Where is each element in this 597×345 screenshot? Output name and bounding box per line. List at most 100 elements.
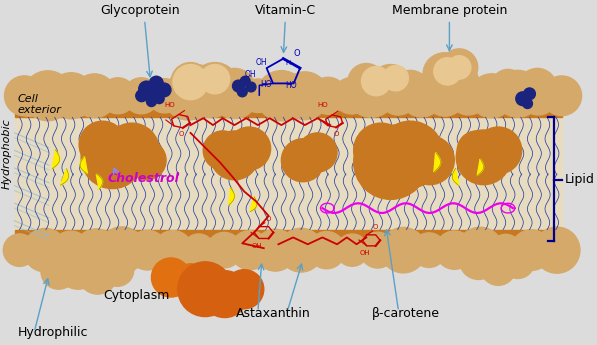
Text: Glycoprotein: Glycoprotein [100, 4, 180, 17]
Circle shape [241, 79, 275, 112]
Circle shape [459, 240, 498, 279]
Text: O: O [266, 216, 271, 222]
Circle shape [173, 65, 208, 100]
Circle shape [279, 228, 323, 272]
Circle shape [423, 53, 466, 96]
Circle shape [490, 234, 522, 266]
Circle shape [189, 74, 233, 118]
Circle shape [381, 227, 426, 273]
Text: OH: OH [244, 70, 256, 79]
Circle shape [153, 230, 193, 270]
Text: Membrane protein: Membrane protein [392, 4, 507, 17]
Text: HO: HO [285, 81, 297, 90]
Circle shape [164, 71, 212, 120]
Circle shape [152, 258, 190, 297]
Circle shape [12, 81, 47, 116]
Text: Lipid: Lipid [565, 173, 595, 186]
Polygon shape [250, 197, 257, 212]
Text: O: O [179, 131, 184, 137]
Circle shape [348, 63, 385, 101]
Circle shape [224, 270, 264, 309]
Circle shape [523, 99, 533, 108]
Circle shape [178, 262, 232, 317]
Polygon shape [60, 169, 69, 185]
Circle shape [241, 76, 250, 86]
Circle shape [281, 72, 329, 120]
Circle shape [356, 78, 393, 114]
Circle shape [346, 67, 396, 117]
Circle shape [353, 125, 428, 199]
Circle shape [157, 83, 171, 97]
Text: Hydrophobic: Hydrophobic [2, 118, 12, 189]
Circle shape [256, 71, 306, 121]
Circle shape [173, 264, 208, 299]
Circle shape [232, 80, 244, 92]
Circle shape [200, 65, 230, 94]
Bar [15, 104, 562, 245]
Circle shape [139, 81, 155, 97]
Text: O: O [294, 49, 300, 58]
Circle shape [360, 232, 396, 268]
Bar [15, 102, 562, 117]
Circle shape [449, 77, 488, 115]
Circle shape [494, 70, 541, 117]
Circle shape [99, 227, 145, 273]
Circle shape [212, 73, 257, 119]
Text: O: O [334, 131, 340, 137]
Polygon shape [453, 168, 458, 186]
Circle shape [171, 62, 210, 102]
Circle shape [48, 73, 94, 119]
Circle shape [542, 76, 581, 116]
Circle shape [516, 92, 530, 106]
Circle shape [379, 77, 417, 115]
Circle shape [361, 67, 391, 96]
Circle shape [450, 67, 479, 96]
Text: H: H [285, 59, 291, 66]
Circle shape [207, 233, 242, 268]
Circle shape [41, 254, 76, 289]
Circle shape [101, 253, 134, 286]
Text: Vitamin-C: Vitamin-C [255, 4, 316, 17]
Circle shape [308, 231, 345, 269]
Circle shape [447, 56, 471, 79]
Circle shape [238, 87, 247, 97]
Circle shape [298, 133, 337, 172]
Circle shape [4, 234, 36, 266]
Circle shape [475, 127, 522, 174]
Circle shape [79, 121, 126, 168]
Circle shape [23, 228, 67, 272]
Circle shape [192, 62, 238, 109]
Polygon shape [434, 152, 441, 172]
Circle shape [230, 230, 269, 270]
Circle shape [310, 77, 347, 114]
Circle shape [281, 139, 324, 182]
Circle shape [127, 141, 166, 180]
Circle shape [210, 131, 259, 180]
Circle shape [519, 77, 558, 115]
Circle shape [100, 78, 136, 114]
Circle shape [384, 146, 427, 189]
Text: Cholestrol: Cholestrol [107, 172, 179, 185]
Polygon shape [229, 188, 235, 205]
Circle shape [441, 49, 478, 86]
Circle shape [203, 131, 242, 170]
Circle shape [149, 90, 160, 102]
Text: Hydrophilic: Hydrophilic [17, 326, 88, 339]
Circle shape [146, 97, 156, 107]
Text: HO: HO [318, 102, 328, 108]
Text: OH: OH [359, 250, 370, 256]
Circle shape [370, 65, 413, 108]
Text: HO: HO [260, 80, 272, 89]
Circle shape [456, 130, 511, 185]
Circle shape [136, 90, 147, 102]
Circle shape [457, 131, 496, 170]
Circle shape [73, 74, 116, 118]
Circle shape [333, 78, 370, 114]
Circle shape [5, 76, 44, 116]
Circle shape [421, 68, 448, 96]
Circle shape [491, 69, 525, 102]
Circle shape [511, 230, 552, 270]
Circle shape [123, 78, 159, 114]
Circle shape [128, 230, 167, 270]
Circle shape [33, 78, 64, 109]
